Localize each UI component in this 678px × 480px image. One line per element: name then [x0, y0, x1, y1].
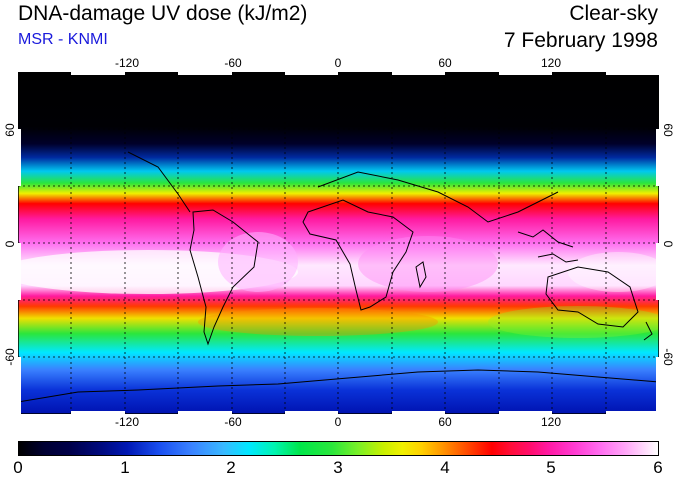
right-lat-label: 0: [661, 240, 675, 248]
top-lon-label: 120: [540, 56, 562, 70]
left-lat-label: 60: [3, 123, 17, 137]
colorbar-tick: 5: [546, 458, 556, 477]
map-title: DNA-damage UV dose (kJ/m2): [18, 2, 308, 25]
left-lat-label: -60: [3, 348, 17, 366]
date-label: 7 February 1998: [503, 29, 658, 52]
colorbar-tick: 6: [653, 458, 663, 477]
top-lon-label: -120: [114, 56, 140, 70]
top-lon-label: 60: [438, 56, 452, 70]
top-lon-label: 0: [334, 56, 342, 70]
colorbar-tick: 3: [333, 458, 343, 477]
condition-label: Clear-sky: [569, 2, 658, 25]
uv-dose-map: [18, 72, 659, 414]
bottom-lon-label: 60: [438, 415, 452, 429]
bottom-lon-label: -120: [114, 415, 140, 429]
colorbar: [18, 441, 659, 456]
bottom-lon-label: -60: [224, 415, 242, 429]
colorbar-tick: 4: [440, 458, 450, 477]
colorbar-tick: 1: [120, 458, 130, 477]
bottom-lon-label: 120: [540, 415, 562, 429]
colorbar-tick: 0: [13, 458, 23, 477]
bottom-lon-label: 0: [334, 415, 342, 429]
source-label: MSR - KNMI: [18, 31, 108, 48]
right-lat-label: 60: [661, 123, 675, 137]
left-lat-label: 0: [3, 240, 17, 248]
right-lat-label: -60: [661, 348, 675, 366]
colorbar-tick: 2: [226, 458, 236, 477]
top-lon-label: -60: [224, 56, 242, 70]
